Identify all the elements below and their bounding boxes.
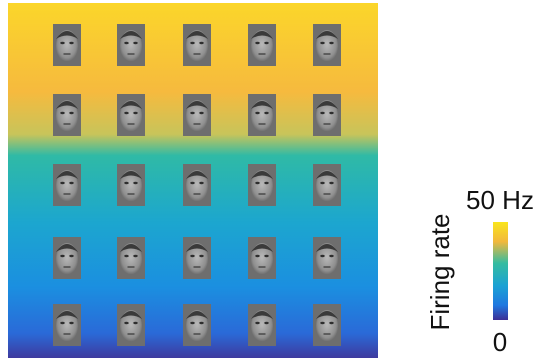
eye: [60, 42, 64, 44]
eye: [199, 255, 203, 257]
eye: [329, 42, 333, 44]
eye: [329, 182, 333, 184]
eye: [69, 322, 73, 324]
face-thumbnail: [53, 164, 81, 206]
eye: [133, 42, 137, 44]
face-thumbnail: [248, 304, 276, 346]
eye: [133, 255, 137, 257]
eye: [255, 255, 259, 257]
eye: [320, 112, 324, 114]
eye: [199, 42, 203, 44]
eye: [124, 182, 128, 184]
face-thumbnail: [248, 164, 276, 206]
eye: [329, 322, 333, 324]
eye: [60, 322, 64, 324]
eye: [124, 322, 128, 324]
eye: [133, 322, 137, 324]
face-thumbnail: [248, 24, 276, 66]
eye: [320, 255, 324, 257]
eye: [124, 42, 128, 44]
eye: [255, 42, 259, 44]
face-thumbnail: [117, 304, 145, 346]
face-thumbnail: [248, 237, 276, 279]
colorbar: [493, 222, 508, 320]
eye: [60, 182, 64, 184]
eye: [255, 322, 259, 324]
eye: [320, 322, 324, 324]
eye: [69, 42, 73, 44]
eye: [255, 112, 259, 114]
eye: [320, 182, 324, 184]
eye: [60, 112, 64, 114]
face-thumbnail: [183, 164, 211, 206]
eye: [69, 182, 73, 184]
face-thumbnail: [53, 24, 81, 66]
eye: [124, 112, 128, 114]
face-thumbnail: [117, 164, 145, 206]
eye: [124, 255, 128, 257]
eye: [60, 255, 64, 257]
face-thumbnail: [53, 237, 81, 279]
eye: [199, 112, 203, 114]
eye: [69, 255, 73, 257]
face-thumbnail: [313, 304, 341, 346]
eye: [264, 322, 268, 324]
face-thumbnail: [53, 94, 81, 136]
face-thumbnail: [248, 94, 276, 136]
eye: [264, 42, 268, 44]
colorbar-tick-label: 0: [493, 327, 507, 357]
eye: [190, 322, 194, 324]
face-thumbnail: [117, 94, 145, 136]
eye: [69, 112, 73, 114]
face-thumbnail: [117, 237, 145, 279]
eye: [133, 182, 137, 184]
face-thumbnail: [183, 24, 211, 66]
face-thumbnail: [183, 304, 211, 346]
colorbar-tick-label: 50 Hz: [466, 185, 534, 215]
eye: [329, 112, 333, 114]
face-thumbnail: [313, 24, 341, 66]
figure: Firing rate 50 Hz 0: [0, 0, 558, 361]
eye: [264, 255, 268, 257]
eye: [199, 182, 203, 184]
eye: [190, 255, 194, 257]
eye: [320, 42, 324, 44]
eye: [329, 255, 333, 257]
colorbar-label: Firing rate: [425, 213, 455, 330]
face-thumbnail: [313, 94, 341, 136]
face-thumbnail: [53, 304, 81, 346]
eye: [199, 322, 203, 324]
face-thumbnail: [117, 24, 145, 66]
eye: [190, 112, 194, 114]
face-thumbnail: [183, 237, 211, 279]
eye: [190, 42, 194, 44]
face-thumbnail: [313, 164, 341, 206]
face-thumbnail: [313, 237, 341, 279]
face-thumbnail: [183, 94, 211, 136]
eye: [264, 182, 268, 184]
eye: [264, 112, 268, 114]
eye: [133, 112, 137, 114]
eye: [190, 182, 194, 184]
eye: [255, 182, 259, 184]
